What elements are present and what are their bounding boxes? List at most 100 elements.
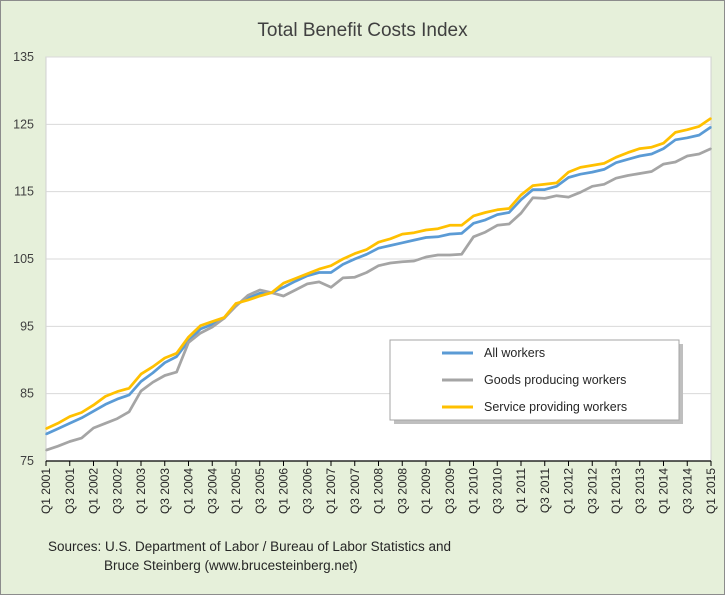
sources-line-1: Sources: U.S. Department of Labor / Bure…	[48, 539, 451, 554]
data-point	[413, 231, 415, 234]
data-point	[342, 258, 344, 260]
y-tick-label: 135	[13, 50, 34, 64]
y-tick-label: 75	[20, 454, 34, 468]
data-point	[175, 352, 178, 355]
data-point	[472, 236, 475, 238]
x-tick-label: Q3 2014	[680, 468, 694, 514]
data-point	[282, 295, 285, 297]
x-tick-label: Q1 2012	[562, 468, 576, 514]
data-point	[591, 164, 594, 167]
data-point	[686, 155, 689, 157]
data-point	[294, 289, 297, 291]
x-tick-label: Q1 2013	[609, 468, 623, 514]
data-point	[698, 134, 700, 136]
data-point	[532, 184, 534, 187]
data-point	[650, 146, 653, 148]
data-point	[603, 168, 605, 171]
data-point	[603, 162, 605, 165]
data-point	[57, 445, 59, 448]
data-point	[698, 125, 700, 128]
data-point	[223, 316, 225, 319]
data-point	[401, 260, 404, 263]
y-tick-label: 105	[13, 252, 34, 266]
data-point	[389, 262, 392, 264]
data-point	[484, 219, 487, 221]
data-point	[128, 394, 130, 396]
data-point	[579, 173, 582, 175]
x-tick-label: Q1 2003	[134, 468, 148, 514]
data-point	[484, 211, 487, 214]
data-point	[80, 417, 83, 419]
x-tick-label: Q1 2011	[514, 468, 528, 513]
x-tick-label: Q1 2010	[467, 468, 481, 514]
data-point	[627, 174, 629, 177]
sources-line-2: Bruce Steinberg (www.brucesteinberg.net)	[104, 558, 358, 573]
data-point	[650, 153, 653, 155]
x-tick-label: Q3 2010	[490, 468, 504, 514]
data-point	[330, 264, 332, 267]
data-point	[472, 215, 475, 217]
data-point	[567, 176, 570, 179]
data-point	[484, 231, 487, 233]
data-point	[57, 422, 59, 425]
data-point	[377, 241, 380, 243]
data-point	[449, 224, 451, 227]
data-point	[520, 212, 522, 214]
data-point	[211, 326, 214, 328]
data-point	[674, 131, 677, 134]
data-point	[175, 355, 178, 358]
data-point	[579, 191, 582, 194]
data-point	[627, 158, 629, 161]
data-point	[674, 161, 677, 163]
data-point	[318, 281, 320, 283]
x-tick-label: Q1 2006	[277, 468, 291, 514]
data-point	[259, 292, 261, 295]
data-point	[710, 117, 712, 120]
x-tick-label: Q1 2002	[87, 468, 101, 514]
x-tick-label: Q3 2012	[585, 468, 599, 514]
data-point	[425, 236, 427, 239]
data-point	[437, 236, 439, 238]
x-tick-label: Q1 2007	[324, 468, 338, 514]
data-point	[57, 427, 59, 430]
data-point	[104, 403, 107, 406]
data-point	[615, 177, 617, 179]
data-point	[710, 126, 712, 128]
data-point	[460, 232, 463, 235]
data-point	[92, 404, 95, 406]
data-point	[116, 417, 119, 420]
data-point	[567, 171, 570, 173]
data-point	[686, 128, 689, 131]
data-point	[80, 411, 83, 414]
data-point	[282, 282, 285, 285]
data-point	[282, 286, 285, 289]
data-point	[377, 247, 380, 249]
x-tick-label: Q1 2009	[419, 468, 433, 514]
y-axis: 75 85 95 105 115 125 135	[13, 50, 34, 468]
data-point	[567, 196, 570, 198]
data-point	[152, 372, 154, 374]
data-point	[520, 198, 522, 201]
data-point	[555, 185, 558, 188]
x-tick-label: Q1 2008	[372, 468, 386, 514]
data-point	[437, 227, 439, 230]
legend-label: All workers	[484, 346, 545, 360]
data-point	[294, 280, 297, 283]
data-point	[354, 276, 356, 279]
data-point	[69, 415, 71, 418]
data-point	[627, 151, 629, 154]
data-point	[555, 194, 558, 197]
data-point	[235, 302, 237, 305]
data-point	[508, 223, 510, 225]
data-point	[164, 357, 166, 359]
data-point	[247, 297, 249, 299]
x-tick-label: Q3 2004	[205, 468, 219, 514]
x-tick-label: Q3 2007	[348, 468, 362, 514]
data-point	[460, 253, 463, 256]
data-point	[164, 374, 166, 377]
data-point	[45, 433, 47, 435]
x-axis: Q1 2001 Q3 2001 Q1 2002 Q3 2002 Q1 2003 Q3 20…	[39, 460, 718, 514]
legend-label: Goods producing workers	[484, 373, 626, 387]
data-point	[639, 155, 641, 157]
